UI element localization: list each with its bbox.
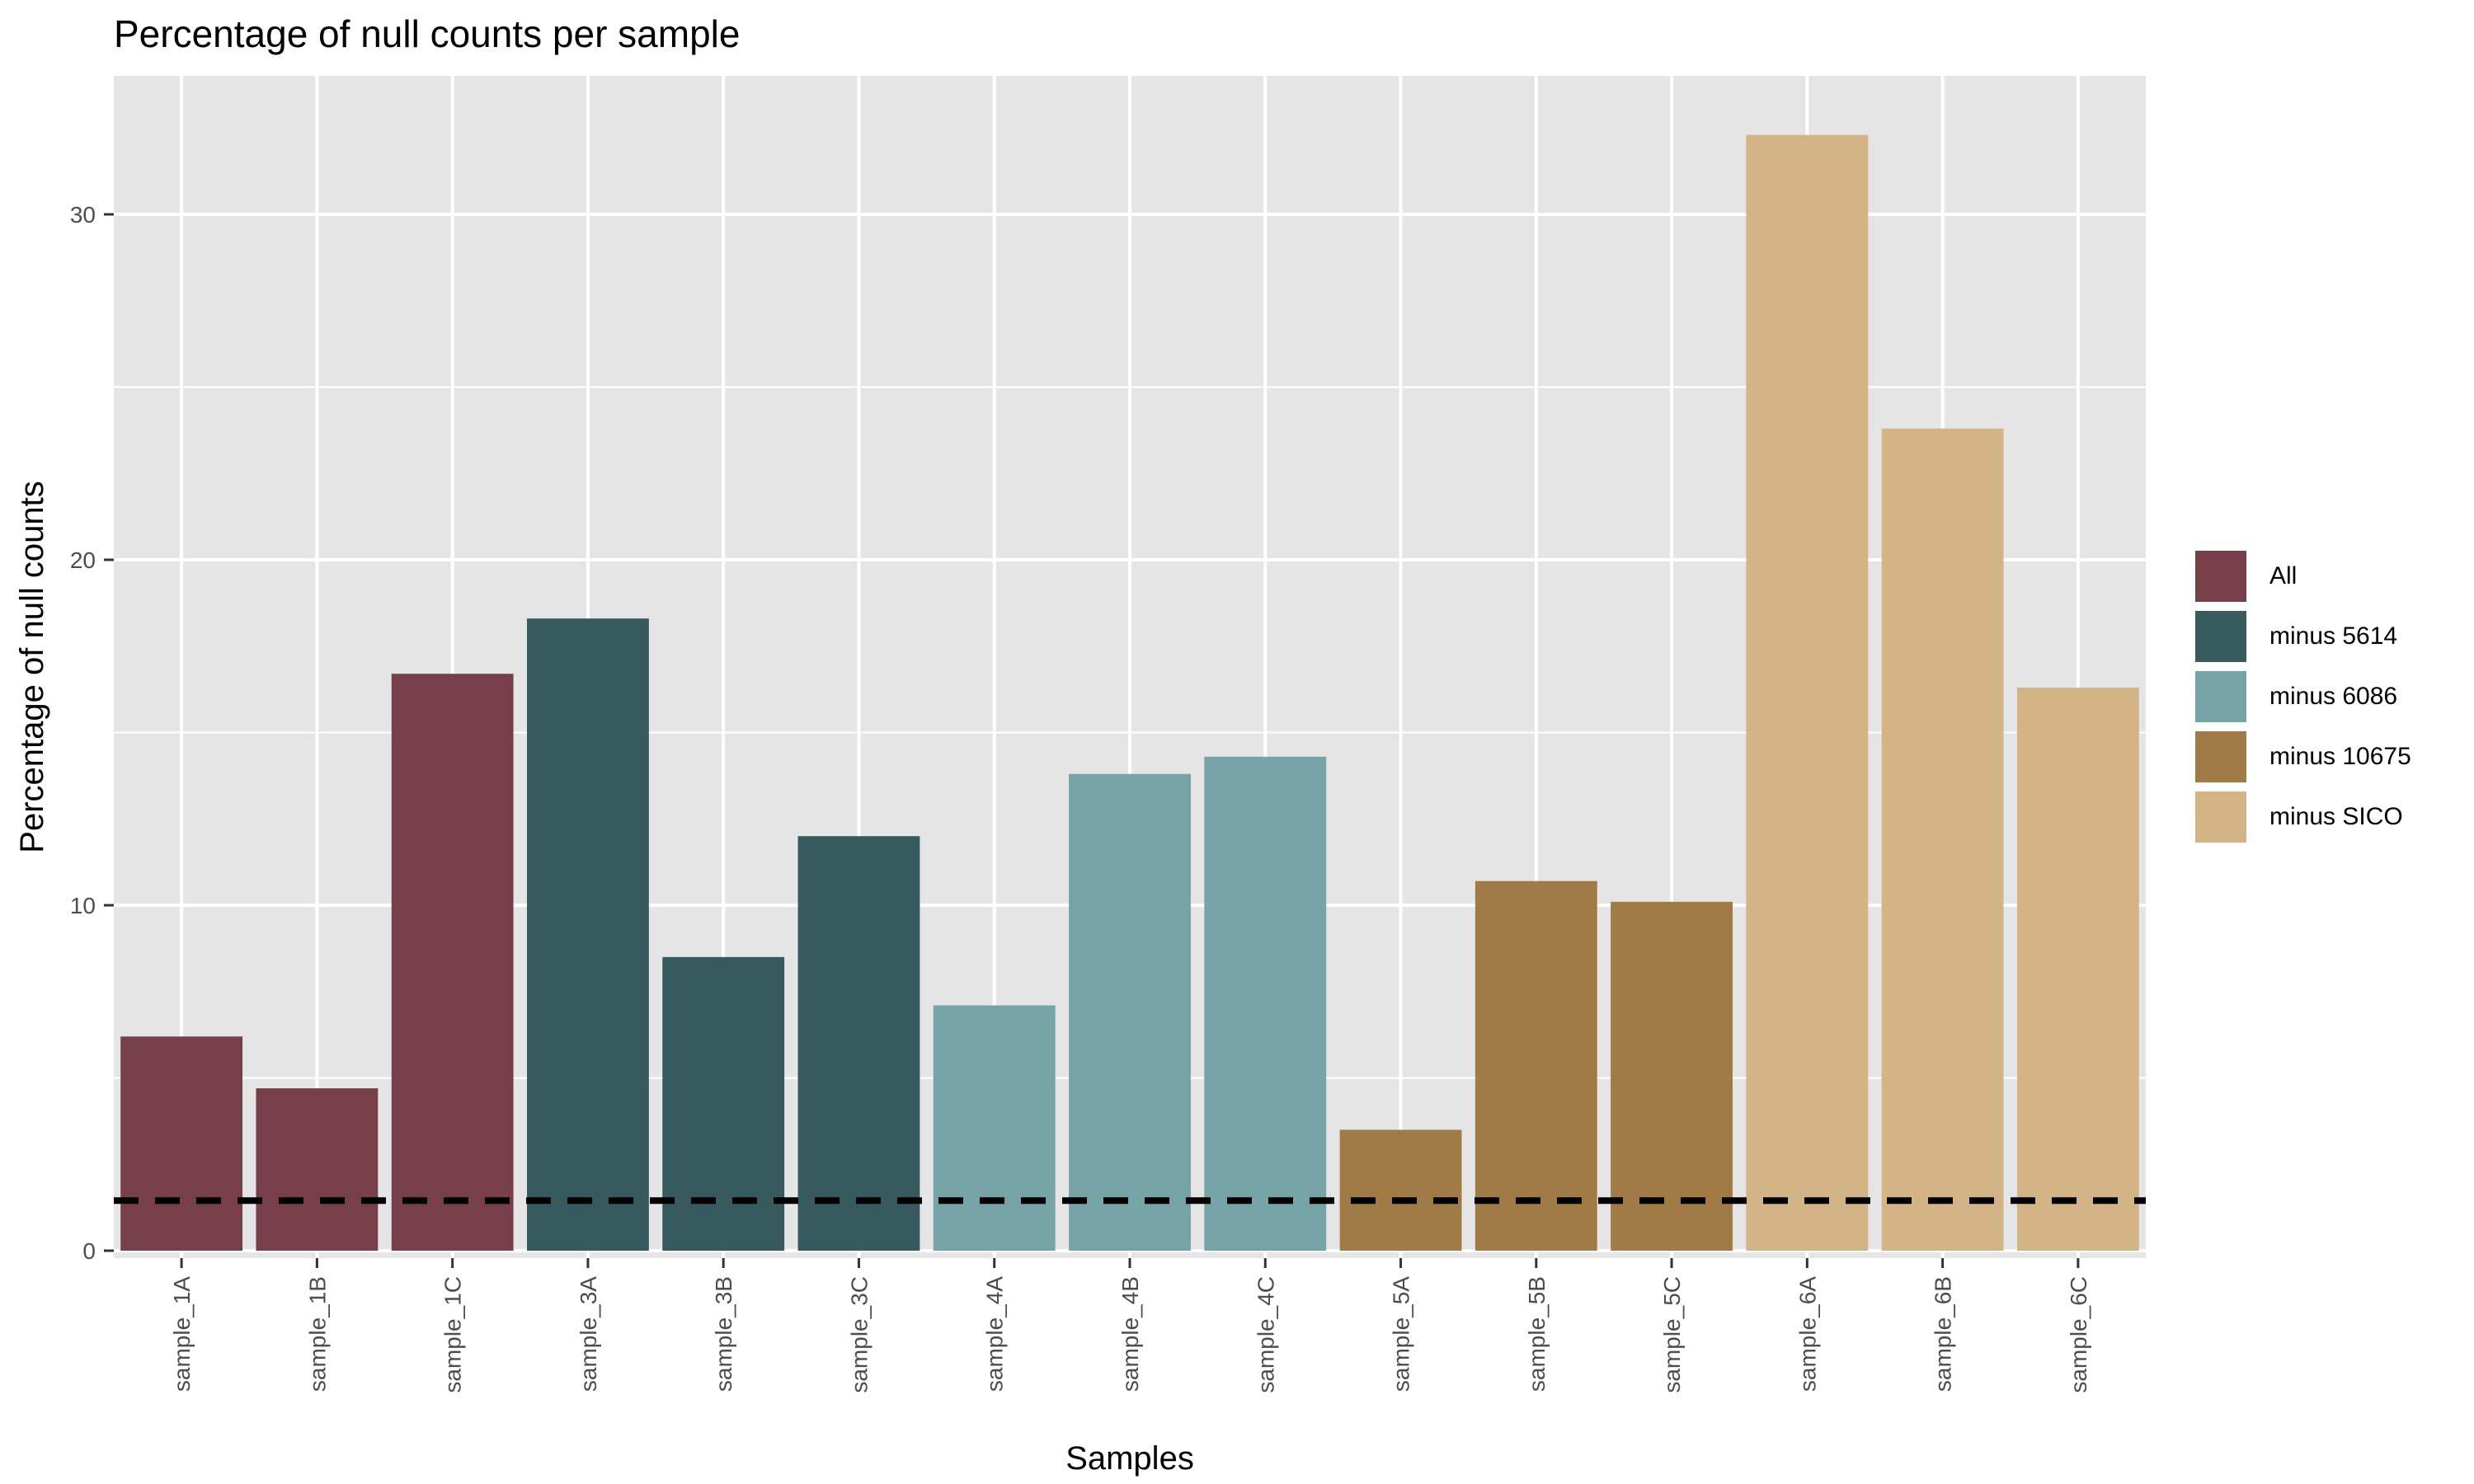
x-tick-label: sample_6A <box>1794 1276 1820 1392</box>
x-tick-label: sample_3C <box>846 1276 872 1393</box>
bar-sample_5B <box>1475 881 1597 1251</box>
legend-item: All <box>2194 546 2411 606</box>
x-tick-label: sample_6B <box>1931 1276 1956 1392</box>
ticks: 0 10 20 30 sample_1A sample_1B sample_1C sample… <box>70 202 2091 1393</box>
legend-swatch <box>2194 548 2248 603</box>
y-axis-title: Percentage of null counts <box>14 481 50 852</box>
x-tick-label: sample_5A <box>1389 1276 1414 1392</box>
bar-sample_3B <box>662 956 785 1251</box>
legend-swatch <box>2194 789 2248 844</box>
legend-label: minus 6086 <box>2269 682 2398 710</box>
legend-label: All <box>2269 561 2298 589</box>
bar-sample_3A <box>527 618 649 1251</box>
x-tick-label: sample_4B <box>1117 1276 1143 1392</box>
y-tick-label: 0 <box>82 1238 96 1264</box>
legend-label: minus 10675 <box>2269 742 2411 770</box>
bars <box>120 134 2139 1251</box>
y-tick-label: 30 <box>70 202 96 228</box>
x-tick-label: sample_1C <box>440 1276 466 1393</box>
bar-sample_4C <box>1204 756 1327 1251</box>
legend-swatch <box>2194 669 2248 724</box>
x-tick-label: sample_3A <box>576 1276 601 1392</box>
bar-sample_1A <box>120 1036 243 1251</box>
chart-title: Percentage of null counts per sample <box>114 12 741 55</box>
bar-sample_6A <box>1746 134 1869 1251</box>
legend-label: minus SICO <box>2269 802 2403 830</box>
x-tick-label: sample_6C <box>2066 1276 2091 1393</box>
x-axis-title: Samples <box>1065 1440 1194 1477</box>
y-tick-label: 20 <box>70 547 96 573</box>
bar-sample_3C <box>797 836 920 1251</box>
x-tick-label: sample_1B <box>304 1276 330 1392</box>
x-tick-label: sample_1A <box>169 1276 195 1392</box>
bar-sample_4B <box>1069 773 1191 1251</box>
bar-sample_5A <box>1339 1129 1462 1251</box>
bar-sample_5C <box>1611 901 1733 1251</box>
bar-sample_1C <box>391 674 514 1251</box>
x-tick-label: sample_5B <box>1524 1276 1550 1392</box>
x-tick-label: sample_3B <box>711 1276 736 1392</box>
legend-item: minus 5614 <box>2194 606 2411 666</box>
bar-sample_4A <box>933 1005 1056 1251</box>
legend-item: minus 10675 <box>2194 726 2411 787</box>
x-tick-label: sample_5C <box>1659 1276 1685 1393</box>
legend-item: minus 6086 <box>2194 666 2411 726</box>
legend: All minus 5614 minus 6086 minus 10675 minus … <box>2194 546 2411 847</box>
legend-swatch <box>2194 729 2248 784</box>
bar-sample_6C <box>2016 688 2139 1251</box>
bar-sample_1B <box>256 1088 379 1251</box>
legend-label: minus 5614 <box>2269 622 2398 650</box>
legend-item: minus SICO <box>2194 787 2411 847</box>
x-tick-label: sample_4A <box>982 1276 1008 1392</box>
bar-sample_6B <box>1881 428 2004 1251</box>
x-tick-label: sample_4C <box>1253 1276 1278 1393</box>
legend-swatch <box>2194 608 2248 664</box>
y-tick-label: 10 <box>70 893 96 918</box>
